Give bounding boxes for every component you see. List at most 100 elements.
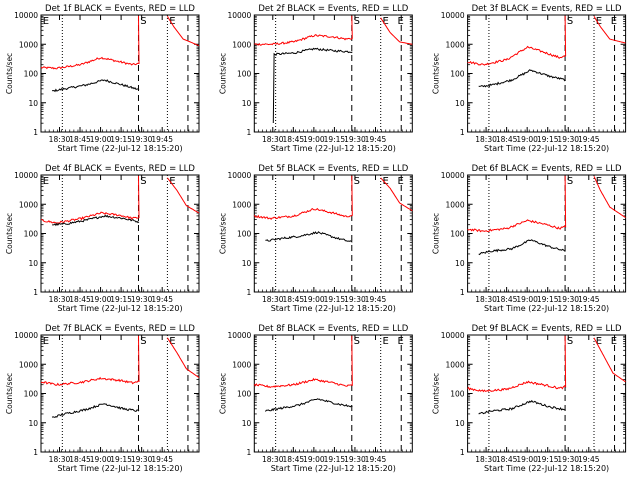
x-tick-label: 18:30 — [475, 295, 497, 304]
red-lld-series — [380, 17, 413, 45]
y-tick-label: 1 — [33, 288, 38, 297]
y-axis-label: Counts/sec — [432, 53, 441, 94]
y-tick-label: 10 — [242, 99, 252, 108]
black-events-series — [478, 69, 566, 88]
x-tick-label: 19:30 — [344, 455, 366, 464]
y-tick-label: 1 — [247, 288, 252, 297]
plot-frame — [40, 174, 200, 293]
panel-title: Det 9f BLACK = Events, RED = LLD — [472, 324, 622, 334]
x-tick-label: 18:45 — [496, 455, 518, 464]
plot-frame — [40, 334, 200, 453]
panel-det-2: Det 2f BLACK = Events, RED = LLD 1 10 100 10… — [218, 4, 413, 153]
event-marker-letter: S — [354, 336, 360, 347]
red-lld-series — [467, 335, 567, 393]
event-marker-letter: S — [140, 16, 146, 27]
x-axis-label: Start Time (22-Jul-12 18:15:20) — [484, 304, 609, 313]
event-marker-letter: E — [43, 16, 49, 27]
y-tick-label: 1 — [247, 448, 252, 457]
y-tick-label: 100 — [450, 70, 465, 79]
x-tick-label: 18:30 — [49, 295, 71, 304]
panel-det-4: Det 4f BLACK = Events, RED = LLD 1 10 100 10… — [5, 164, 200, 313]
red-lld-series — [254, 15, 353, 46]
y-axis-label: Counts/sec — [432, 373, 441, 414]
x-tick-label: 19:15 — [537, 455, 559, 464]
x-tick-label: 19:15 — [110, 135, 132, 144]
red-lld-series — [166, 337, 200, 379]
x-tick-label: 19:00 — [90, 295, 112, 304]
black-events-series — [265, 231, 353, 243]
red-lld-series — [380, 177, 413, 212]
event-marker-letter: E — [611, 336, 617, 347]
x-tick-label: 19:15 — [110, 455, 132, 464]
event-marker-letter: S — [354, 16, 360, 27]
y-tick-label: 1 — [460, 448, 465, 457]
red-lld-series — [40, 335, 140, 386]
event-marker-letter: S — [140, 176, 146, 187]
x-tick-label: 19:45 — [365, 295, 387, 304]
x-tick-label: 19:15 — [110, 295, 132, 304]
panel-title: Det 5f BLACK = Events, RED = LLD — [258, 164, 408, 174]
y-tick-label: 1000 — [446, 360, 465, 369]
panel-det-6: Det 6f BLACK = Events, RED = LLD 1 10 100 10… — [432, 164, 627, 313]
y-tick-label: 10 — [455, 419, 465, 428]
x-tick-label: 19:30 — [557, 135, 579, 144]
plot-frame — [40, 14, 200, 133]
panel-det-1: Det 1f BLACK = Events, RED = LLD 1 10 100 10… — [5, 4, 200, 153]
x-axis-label: Start Time (22-Jul-12 18:15:20) — [271, 304, 396, 313]
event-marker-letter: E — [169, 336, 175, 347]
y-tick-label: 1000 — [232, 200, 251, 209]
event-marker-letter: E — [169, 16, 175, 27]
red-lld-series — [467, 15, 567, 66]
event-marker-letter: E — [611, 16, 617, 27]
x-tick-label: 19:45 — [365, 135, 387, 144]
x-tick-label: 19:00 — [303, 135, 325, 144]
y-tick-label: 10000 — [14, 171, 38, 180]
x-tick-label: 19:15 — [537, 295, 559, 304]
panel-title: Det 4f BLACK = Events, RED = LLD — [45, 164, 195, 174]
event-marker-letter: E — [596, 176, 602, 187]
y-tick-label: 1 — [33, 128, 38, 137]
x-tick-label: 19:45 — [578, 455, 600, 464]
x-tick-label: 19:30 — [557, 295, 579, 304]
x-tick-label: 19:45 — [151, 295, 173, 304]
x-tick-label: 18:30 — [262, 135, 284, 144]
event-marker-letter: E — [43, 336, 49, 347]
event-marker-letter: S — [567, 336, 573, 347]
x-tick-label: 19:30 — [131, 135, 153, 144]
y-tick-label: 10000 — [14, 11, 38, 20]
black-events-series — [51, 79, 140, 93]
y-tick-label: 1 — [247, 128, 252, 137]
black-events-series — [51, 403, 140, 418]
x-axis-label: Start Time (22-Jul-12 18:15:20) — [57, 144, 182, 153]
x-tick-label: 18:45 — [69, 135, 91, 144]
red-lld-series — [593, 176, 626, 219]
y-tick-label: 10000 — [227, 331, 251, 340]
x-tick-label: 18:45 — [496, 295, 518, 304]
black-events-series — [478, 399, 566, 415]
y-tick-label: 1000 — [19, 360, 38, 369]
x-tick-label: 19:00 — [516, 135, 538, 144]
y-axis-label: Counts/sec — [218, 53, 227, 94]
event-marker-letter: E — [382, 176, 388, 187]
x-tick-label: 19:45 — [365, 455, 387, 464]
y-tick-label: 1000 — [232, 360, 251, 369]
event-marker-letter: S — [354, 176, 360, 187]
y-tick-label: 100 — [450, 390, 465, 399]
y-tick-label: 10 — [28, 419, 38, 428]
y-tick-label: 1000 — [19, 40, 38, 49]
y-tick-label: 1000 — [232, 40, 251, 49]
panel-title: Det 2f BLACK = Events, RED = LLD — [258, 4, 408, 14]
x-tick-label: 19:45 — [151, 455, 173, 464]
x-tick-label: 19:45 — [151, 135, 173, 144]
x-tick-label: 19:30 — [131, 295, 153, 304]
x-tick-label: 19:30 — [557, 455, 579, 464]
red-lld-series — [593, 16, 626, 44]
x-axis-label: Start Time (22-Jul-12 18:15:20) — [57, 304, 182, 313]
x-tick-label: 18:30 — [49, 455, 71, 464]
y-tick-label: 100 — [237, 390, 252, 399]
x-tick-label: 19:15 — [324, 455, 346, 464]
y-tick-label: 1000 — [446, 40, 465, 49]
plot-frame — [253, 14, 413, 133]
y-tick-label: 10 — [242, 259, 252, 268]
